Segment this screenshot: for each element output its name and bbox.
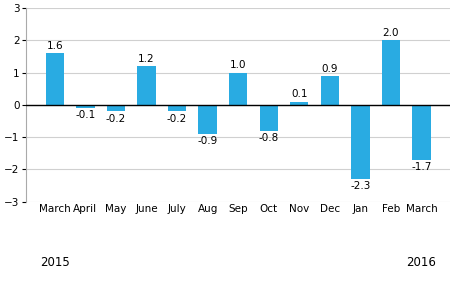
Text: -2.3: -2.3 [350, 181, 370, 191]
Text: -0.9: -0.9 [197, 136, 218, 146]
Bar [321, 76, 339, 105]
Text: -1.7: -1.7 [411, 162, 432, 172]
Text: 0.1: 0.1 [291, 89, 307, 99]
Text: -0.1: -0.1 [75, 110, 95, 120]
Bar [138, 66, 156, 105]
Bar [198, 105, 217, 134]
Bar [229, 73, 247, 105]
Text: -0.8: -0.8 [259, 133, 279, 143]
Text: 1.6: 1.6 [47, 41, 63, 51]
Bar [168, 105, 186, 111]
Text: -0.2: -0.2 [167, 114, 187, 124]
Text: 0.9: 0.9 [321, 64, 338, 74]
Text: -0.2: -0.2 [106, 114, 126, 124]
Text: 1.2: 1.2 [138, 54, 155, 64]
Bar [412, 105, 430, 160]
Bar [76, 105, 94, 108]
Bar [46, 53, 64, 105]
Text: 1.0: 1.0 [230, 60, 247, 70]
Bar [107, 105, 125, 111]
Bar [382, 40, 400, 105]
Text: 2015: 2015 [40, 256, 70, 269]
Bar [290, 102, 308, 105]
Bar [260, 105, 278, 131]
Bar [351, 105, 370, 179]
Text: 2016: 2016 [406, 256, 436, 269]
Text: 2.0: 2.0 [383, 28, 399, 38]
